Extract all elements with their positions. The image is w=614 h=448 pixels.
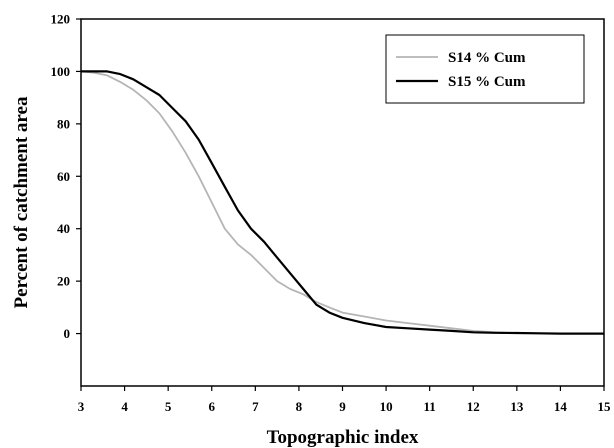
x-tick-label: 12 (467, 399, 480, 414)
y-axis: 0 20 40 60 80 100 120 (51, 12, 81, 341)
x-tick-label: 7 (252, 399, 259, 414)
x-tick-label: 8 (296, 399, 303, 414)
y-tick-label: 100 (51, 64, 71, 79)
y-tick-label: 120 (51, 12, 71, 27)
series-layer (80, 70, 604, 335)
x-tick-label: 14 (554, 399, 568, 414)
legend-label: S14 % Cum (448, 50, 526, 66)
x-tick-label: 9 (339, 399, 346, 414)
x-tick-label: 13 (510, 399, 524, 414)
y-tick-label: 80 (57, 116, 70, 131)
series-line-s15 (81, 70, 604, 335)
x-axis: 3 4 5 6 7 8 9 10 11 12 13 14 15 (78, 386, 611, 414)
x-tick-label: 3 (78, 399, 85, 414)
y-axis-title: Percent of catchment area (11, 96, 32, 308)
legend-box (385, 34, 585, 104)
series-line-s14 (80, 70, 604, 335)
x-tick-label: 10 (380, 399, 393, 414)
y-tick-label: 20 (57, 274, 70, 289)
x-tick-label: 4 (121, 399, 128, 414)
y-tick-label: 40 (57, 221, 70, 236)
y-tick-label: 0 (64, 326, 71, 341)
x-axis-title: Topographic index (267, 427, 419, 448)
legend-label: S15 % Cum (448, 74, 526, 90)
x-tick-label: 11 (424, 399, 436, 414)
legend: S14 % Cum S15 % Cum (385, 34, 585, 104)
x-tick-label: 6 (209, 399, 216, 414)
y-tick-label: 60 (57, 169, 70, 184)
x-tick-label: 15 (598, 399, 612, 414)
x-tick-label: 5 (165, 399, 172, 414)
